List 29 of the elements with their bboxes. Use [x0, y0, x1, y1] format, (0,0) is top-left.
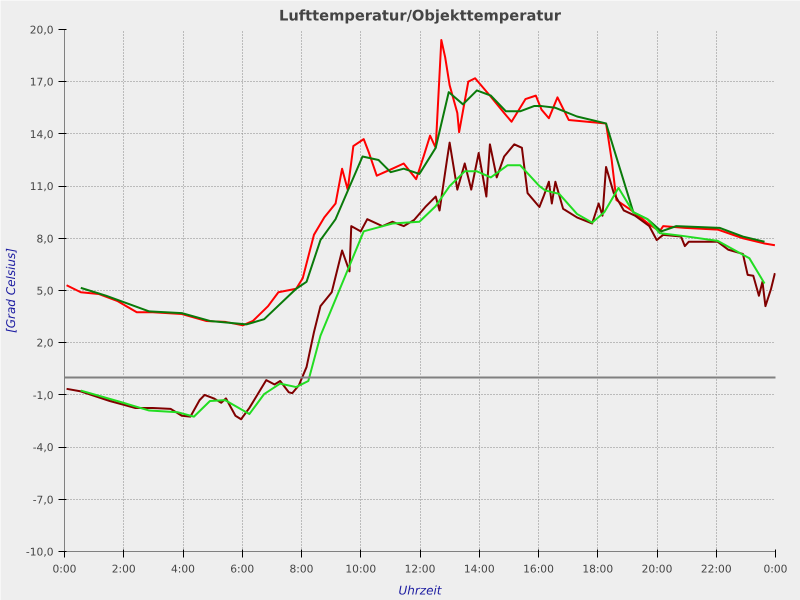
x-tick-label: 22:00	[700, 562, 732, 576]
x-tick-label: 4:00	[171, 562, 196, 576]
y-tick-label: -7,0	[32, 493, 54, 506]
x-tick-label: 10:00	[345, 562, 376, 576]
x-tick-label: 2:00	[112, 562, 136, 576]
x-tick-label: 6:00	[230, 562, 254, 576]
x-tick-label: 0:00	[52, 562, 77, 576]
y-tick-label: 20,0	[30, 24, 54, 36]
y-tick-label: -10,0	[26, 546, 54, 558]
y-tick-label: 2,0	[36, 336, 54, 350]
chart-title: Lufttemperatur/Objekttemperatur	[278, 8, 562, 24]
x-tick-label: 14:00	[464, 562, 495, 576]
y-tick-label: -1,0	[32, 388, 54, 402]
y-tick-label: 14,0	[30, 128, 54, 141]
x-tick-label: 8:00	[290, 562, 314, 576]
y-tick-label: 11,0	[30, 180, 54, 194]
y-axis-title: [Grad Celsius]	[4, 248, 18, 333]
y-tick-label: -4,0	[32, 441, 54, 454]
x-tick-label: 18:00	[582, 562, 614, 576]
x-tick-label: 0:00	[764, 562, 788, 576]
line-series	[66, 38, 776, 326]
x-tick-label: 12:00	[404, 562, 436, 576]
y-tick-label: 5,0	[36, 284, 54, 298]
x-tick-label: 16:00	[523, 562, 554, 576]
x-axis-title: Uhrzeit	[398, 584, 443, 598]
x-tick-label: 20:00	[642, 562, 673, 576]
y-tick-label: 8,0	[36, 232, 54, 246]
line-series	[80, 89, 766, 326]
y-tick-label: 17,0	[30, 76, 54, 89]
